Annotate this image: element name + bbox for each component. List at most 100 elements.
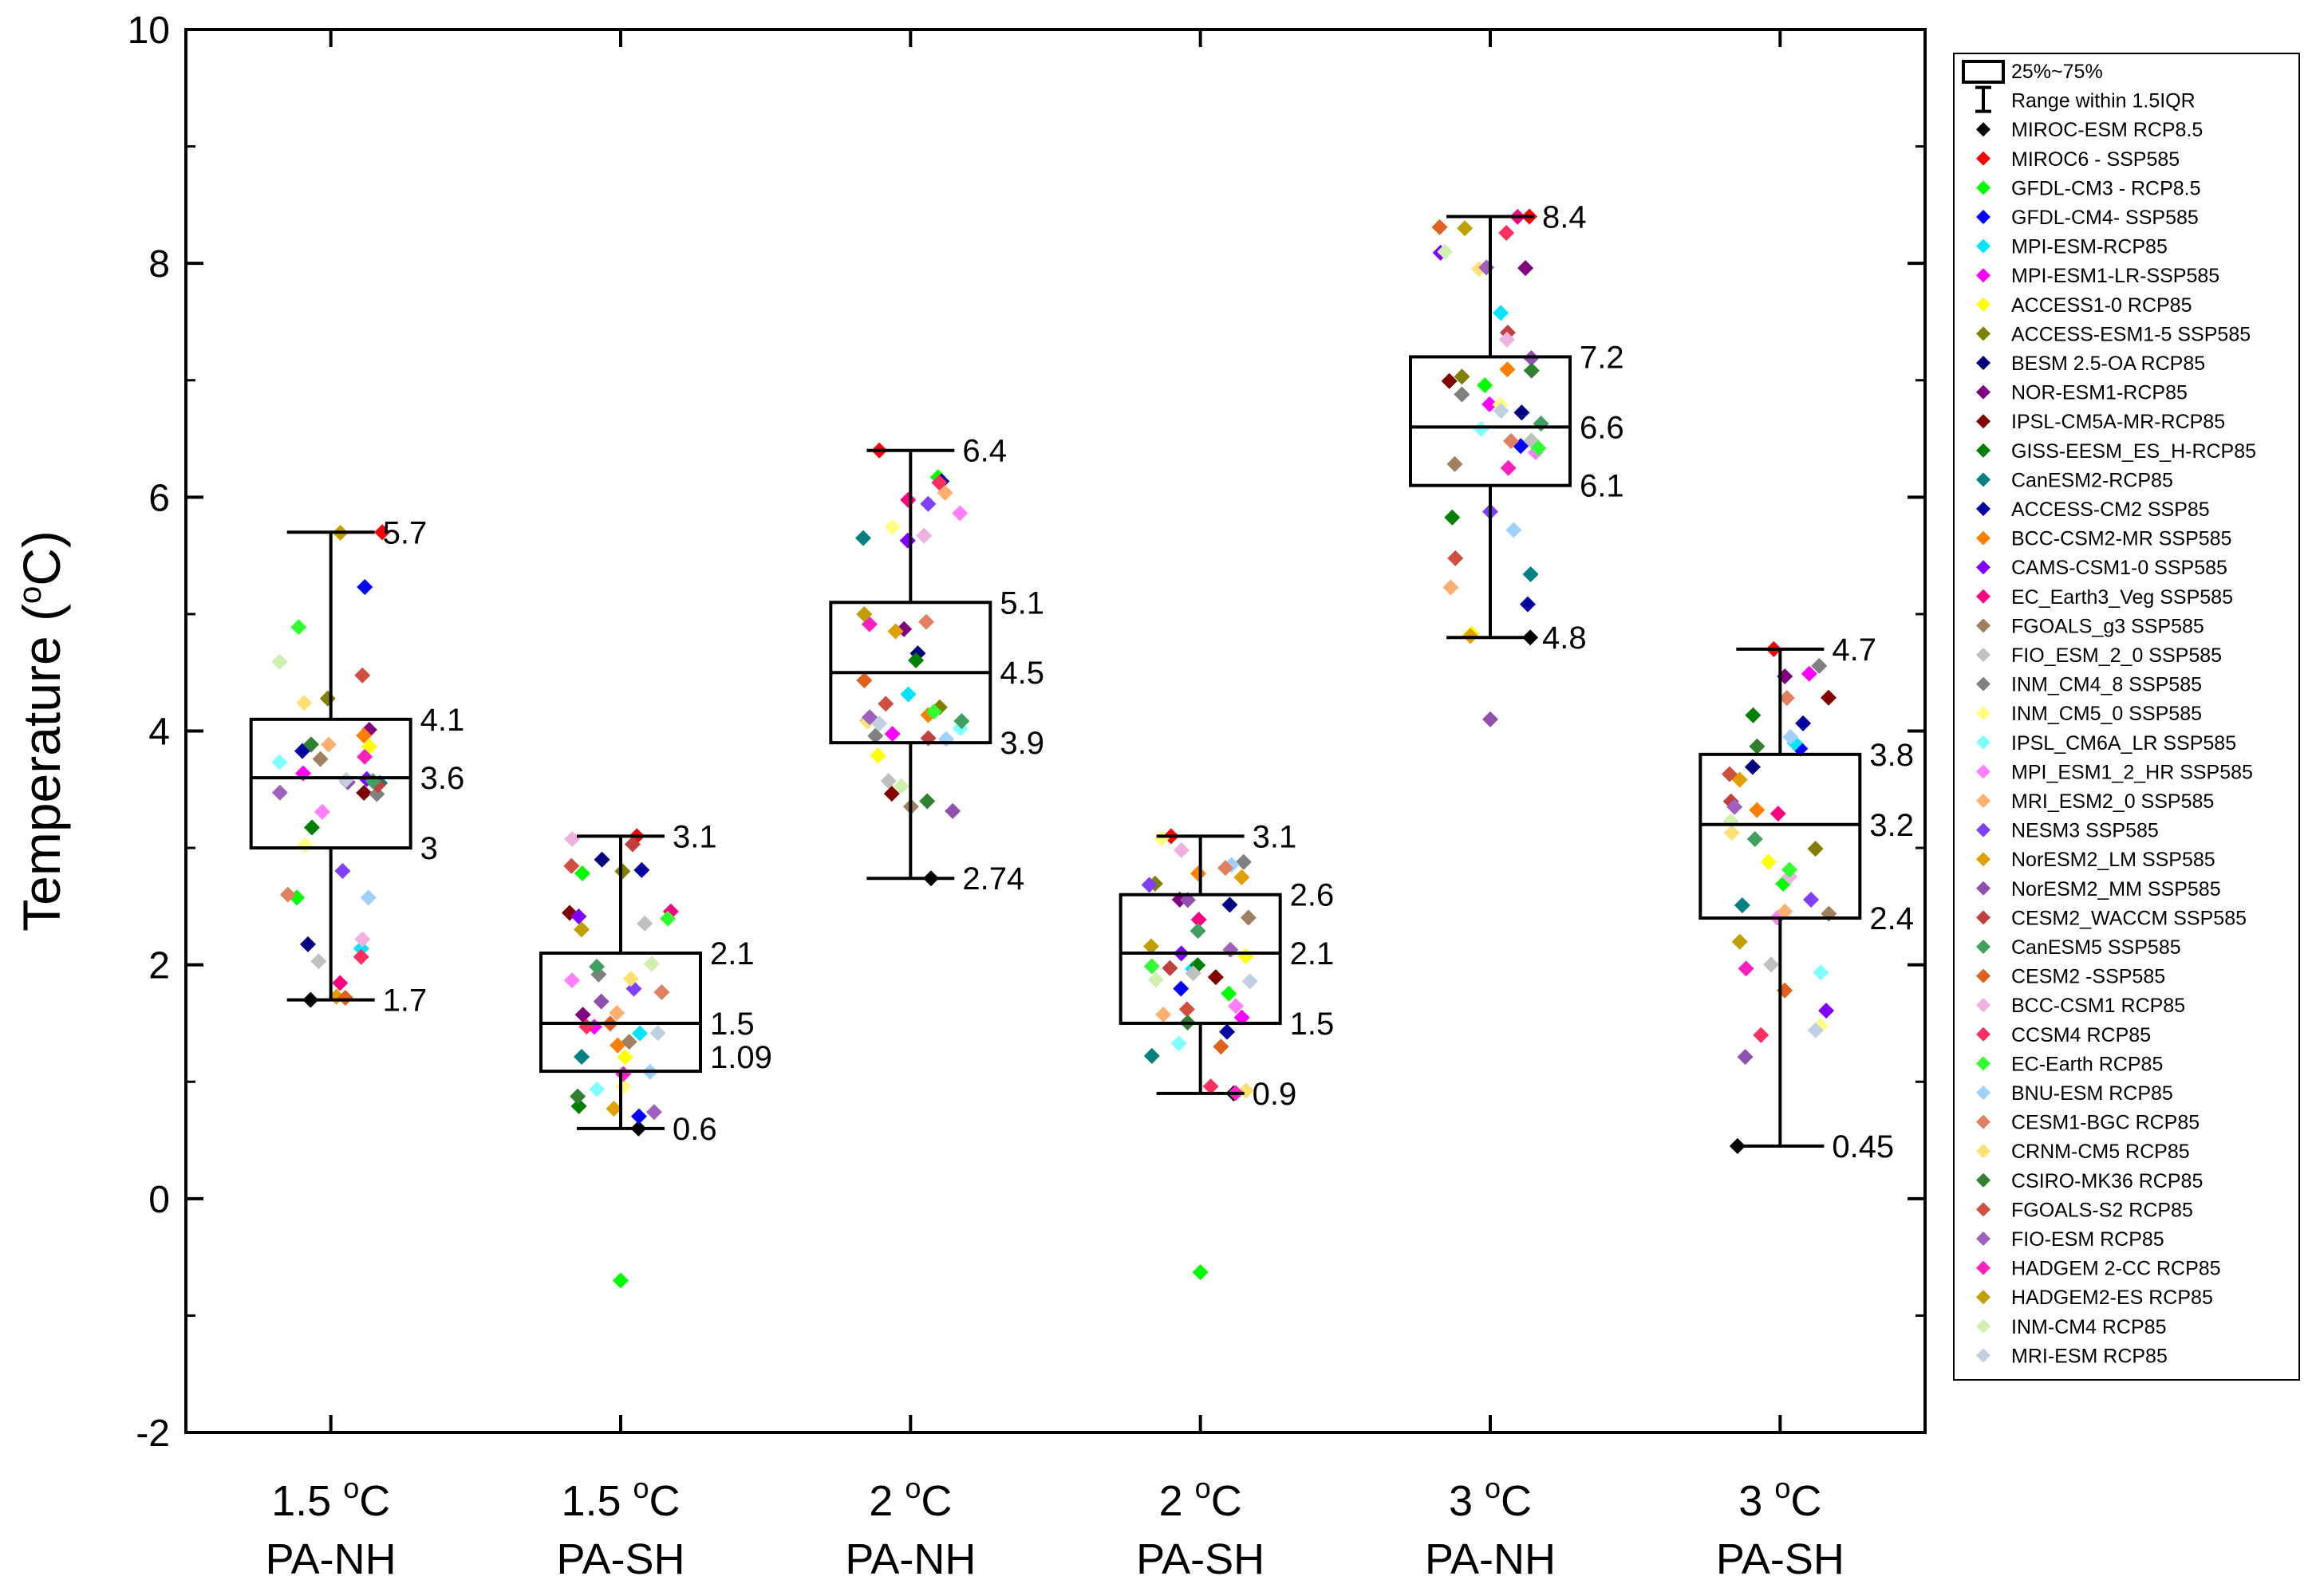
model-point	[883, 786, 900, 802]
legend-entry-label: BESM 2.5-OA RCP85	[2011, 353, 2205, 375]
legend-marker	[1976, 502, 1990, 516]
model-point	[1217, 860, 1234, 877]
legend-entry-label: GFDL-CM4- SSP585	[2011, 207, 2199, 229]
model-point	[1499, 361, 1516, 378]
model-point	[649, 1025, 666, 1042]
legend-marker	[1976, 589, 1990, 604]
legend-entry-label: CanESM5 SSP585	[2011, 936, 2181, 959]
model-point	[1221, 897, 1238, 913]
model-point	[296, 695, 313, 711]
model-point	[1807, 841, 1824, 857]
legend-entry-label: INM_CM5_0 SSP585	[2011, 703, 2202, 725]
model-point	[1213, 1038, 1229, 1055]
legend-marker	[1976, 1056, 1990, 1071]
model-point	[630, 1108, 647, 1125]
model-point	[302, 736, 319, 753]
model-point	[1744, 759, 1761, 775]
value-label-q3: 7.2	[1580, 340, 1624, 375]
model-point	[1726, 798, 1743, 815]
model-point	[1143, 1047, 1160, 1064]
x-tick-label-region: PA-SH	[556, 1535, 685, 1583]
legend-entry-label: BNU-ESM RCP85	[2011, 1082, 2173, 1105]
model-point	[1522, 566, 1539, 583]
model-point	[271, 784, 288, 801]
legend-marker	[1976, 1202, 1990, 1217]
box-6: 4.7 3.8 3.2 2.4 0.45	[1698, 632, 1914, 1164]
legend-entry-label: CAMS-CSM1-0 SSP585	[2011, 557, 2227, 579]
model-point	[862, 709, 878, 726]
legend-entry-label: FGOALS-S2 RCP85	[2011, 1199, 2193, 1221]
model-point	[297, 837, 314, 853]
model-point	[1190, 865, 1206, 882]
model-point	[574, 865, 590, 882]
model-point	[1153, 830, 1170, 847]
boxes: 5.74.13.631.73.12.11.51.090.66.45.14.53.…	[249, 200, 1914, 1164]
model-point	[1762, 956, 1779, 973]
model-point	[645, 1104, 662, 1121]
model-point	[1155, 1006, 1172, 1023]
value-label-median: 3.2	[1869, 808, 1914, 843]
model-point	[900, 686, 917, 703]
model-point	[334, 863, 351, 880]
legend-entry-label: MPI-ESM-RCP85	[2011, 236, 2168, 258]
value-label-q1: 1.09	[710, 1040, 772, 1075]
legend-entry-label: INM-CM4 RCP85	[2011, 1316, 2166, 1338]
legend-entry-label: NorESM2_MM SSP585	[2011, 878, 2221, 900]
legend-entry-label: GISS-EESM_ES_H-RCP85	[2011, 440, 2256, 463]
model-point	[1513, 404, 1530, 421]
model-point	[615, 1066, 632, 1082]
legend-entry-label: BCC-CSM2-MR SSP585	[2011, 528, 2231, 550]
model-point	[1444, 509, 1461, 526]
model-point	[1782, 728, 1799, 745]
model-point	[1219, 1023, 1236, 1040]
legend-box-symbol	[1962, 60, 2005, 84]
legend-marker	[1976, 822, 1990, 837]
model-point	[945, 802, 961, 819]
model-point	[314, 803, 330, 820]
model-point	[563, 972, 580, 989]
x-tick-label-region: PA-NH	[266, 1535, 397, 1583]
model-point	[856, 606, 873, 623]
model-point	[1498, 225, 1515, 242]
model-point	[1500, 459, 1517, 476]
model-point	[570, 908, 587, 925]
y-tick-label: 10	[128, 10, 170, 52]
value-label-q3: 2.1	[710, 936, 755, 971]
value-label-q1: 6.1	[1580, 469, 1624, 504]
model-point	[878, 696, 894, 712]
model-point	[1811, 657, 1828, 674]
model-point	[353, 940, 369, 957]
legend: 25%~75% Range within 1.5IQR MIROC-ESM RCP8…	[1953, 53, 2300, 1381]
model-point	[952, 505, 969, 522]
value-label-q1: 1.5	[1290, 1007, 1335, 1042]
model-point	[570, 1097, 587, 1114]
y-axis: -2 0 2 4 6 8 10 Temperature (oC)	[12, 10, 1925, 1455]
model-point	[574, 1049, 590, 1066]
legend-entry-label: NorESM2_LM SSP585	[2011, 849, 2215, 871]
legend-entry-label: CRNM-CM5 RCP85	[2011, 1141, 2190, 1163]
model-point	[884, 726, 901, 743]
legend-entry-label: FIO_ESM_2_0 SSP585	[2011, 644, 2222, 667]
box-3: 6.4 5.1 4.5 3.9 2.74	[829, 434, 1044, 897]
model-point	[918, 613, 935, 630]
model-point	[1178, 1001, 1195, 1018]
model-point	[1498, 331, 1515, 348]
model-point	[1173, 980, 1190, 997]
y-axis-label: Temperature (oC)	[12, 530, 71, 932]
model-point	[1457, 220, 1474, 237]
box-5: 8.4 7.2 6.6 6.1 4.8	[1409, 200, 1624, 656]
model-point	[319, 690, 336, 707]
model-point	[574, 1007, 591, 1023]
model-point	[609, 1004, 625, 1021]
value-label-min: 1.7	[383, 983, 428, 1019]
legend-entry-label: CSIRO-MK36 RCP85	[2011, 1170, 2203, 1192]
box-2: 3.1 2.1 1.51.09 0.6	[539, 819, 772, 1147]
value-label-median: 2.1	[1290, 936, 1335, 971]
legend-marker	[1976, 706, 1990, 721]
value-label-median: 4.5	[1000, 656, 1044, 691]
model-point	[931, 475, 948, 491]
y-tick-label: -2	[136, 1413, 170, 1455]
model-point	[893, 778, 909, 794]
model-point	[1505, 522, 1522, 538]
